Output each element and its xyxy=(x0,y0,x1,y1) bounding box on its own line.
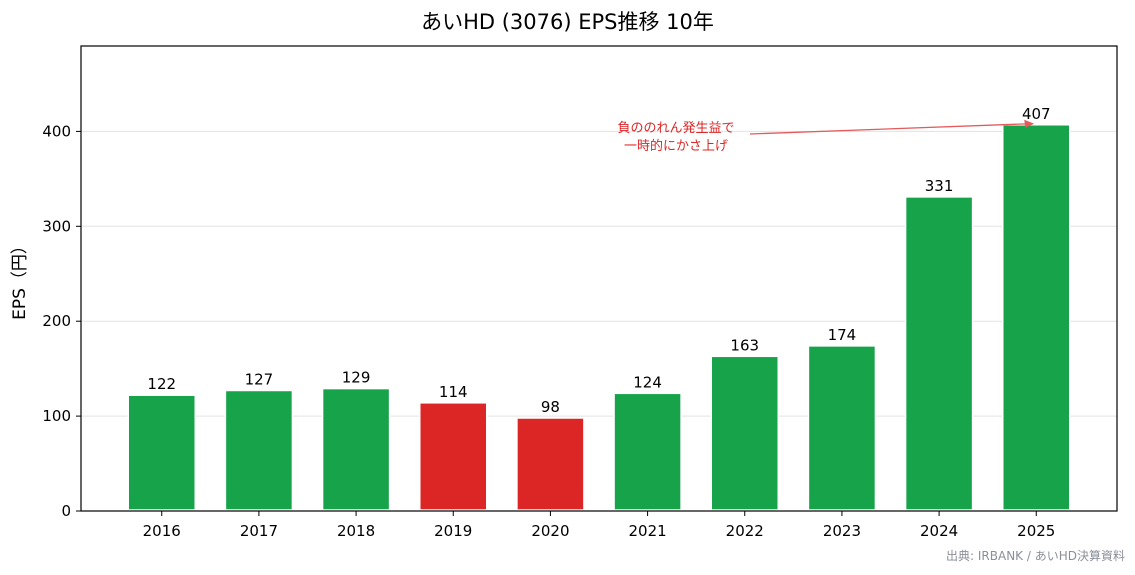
y-tick-label: 200 xyxy=(42,312,71,330)
bar xyxy=(224,389,294,511)
data-label: 124 xyxy=(633,373,662,391)
plot-frame xyxy=(80,45,1118,512)
x-tick-label: 2017 xyxy=(240,522,278,540)
x-tick-label: 2022 xyxy=(726,522,764,540)
bar xyxy=(1002,124,1071,511)
bar xyxy=(418,402,488,511)
data-label: 127 xyxy=(245,370,274,388)
x-tick-label: 2016 xyxy=(143,522,181,540)
x-tick-label: 2021 xyxy=(628,522,666,540)
x-tick-label: 2023 xyxy=(823,522,861,540)
data-label: 331 xyxy=(925,177,954,195)
x-tick-label: 2020 xyxy=(531,522,569,540)
y-tick-label: 100 xyxy=(42,407,71,425)
y-tick-label: 300 xyxy=(42,217,71,235)
bar xyxy=(127,394,196,511)
x-tick-label: 2024 xyxy=(920,522,958,540)
y-axis-ticks: 0 100 200 300 400 xyxy=(42,122,81,520)
x-tick-label: 2019 xyxy=(434,522,472,540)
bar xyxy=(516,417,585,511)
bar xyxy=(807,345,877,511)
annotation-text: 負ののれん発生益で xyxy=(617,121,734,136)
bar xyxy=(710,355,780,511)
y-axis-label: EPS（円） xyxy=(10,237,30,320)
x-axis-ticks: 2016 2017 2018 2019 2020 2021 2022 2023 2024 2025 xyxy=(143,511,1055,540)
data-label: 174 xyxy=(828,326,857,344)
data-label: 122 xyxy=(147,375,176,393)
data-label: 163 xyxy=(730,336,759,354)
data-label: 129 xyxy=(342,369,371,387)
source-note: 出典: IRBANK / あいHD決算資料 xyxy=(946,549,1125,563)
data-label: 114 xyxy=(439,383,468,401)
annotation-arrow-line xyxy=(749,123,1029,135)
bars xyxy=(127,124,1071,511)
bar xyxy=(613,392,682,511)
data-label: 407 xyxy=(1022,105,1051,123)
y-tick-label: 0 xyxy=(61,502,71,520)
chart-title: あいHD (3076) EPS推移 10年 xyxy=(421,10,714,34)
bar xyxy=(904,196,974,511)
annotation-text: 一時的にかさ上げ xyxy=(624,138,728,154)
x-tick-label: 2018 xyxy=(337,522,375,540)
y-tick-label: 400 xyxy=(42,122,71,140)
x-tick-label: 2025 xyxy=(1017,522,1055,540)
annotation-arrow-head xyxy=(1024,119,1035,128)
data-labels: 122 127 129 114 98 124 163 174 331 407 xyxy=(147,105,1050,416)
bar xyxy=(321,387,391,511)
data-label: 98 xyxy=(541,398,560,416)
